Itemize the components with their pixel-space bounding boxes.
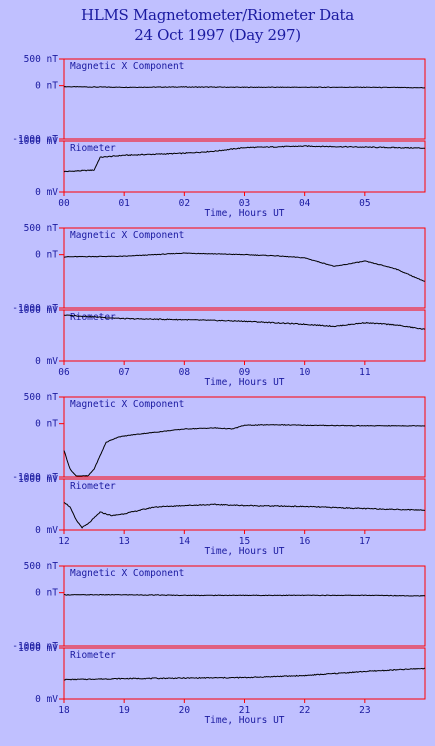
data-trace [63, 314, 426, 330]
panel-label: Riometer [70, 143, 116, 154]
x-tick-label: 07 [118, 367, 129, 378]
y-tick-label: 0 nT [35, 588, 58, 599]
y-tick-label: 0 mV [35, 694, 58, 705]
x-tick-label: 13 [118, 536, 129, 547]
x-axis-label: Time, Hours UT [204, 377, 284, 388]
y-tick-label: 0 nT [35, 81, 58, 92]
x-tick-label: 23 [359, 705, 370, 716]
x-tick-label: 11 [359, 367, 371, 378]
data-trace [63, 501, 425, 529]
y-tick-label: 500 nT [24, 54, 59, 65]
y-tick-label: 1000 mV [18, 474, 58, 485]
y-tick-label: -1000 nT [12, 641, 58, 652]
data-trace [63, 424, 426, 477]
x-tick-label: 10 [299, 367, 311, 378]
y-tick-label: -1000 nT [12, 303, 58, 314]
panel-frame [63, 58, 426, 140]
y-tick-label: 0 mV [35, 187, 58, 198]
x-tick-label: 00 [58, 198, 70, 209]
panel-label: Magnetic X Component [70, 568, 184, 579]
panel-frame [63, 227, 426, 309]
data-trace [63, 145, 425, 173]
y-tick-label: 0 mV [35, 525, 58, 536]
y-tick-label: 1000 mV [18, 136, 58, 147]
y-tick-label: 0 mV [35, 356, 58, 367]
x-tick-label: 04 [299, 198, 311, 209]
y-tick-label: 500 nT [24, 223, 59, 234]
data-trace [64, 252, 426, 282]
x-tick-label: 20 [179, 705, 191, 716]
panel-label: Magnetic X Component [70, 230, 184, 241]
x-tick-label: 14 [179, 536, 191, 547]
data-trace [64, 667, 426, 681]
panel-label: Riometer [70, 650, 116, 661]
y-tick-label: 1000 mV [18, 643, 58, 654]
panel-frame [63, 396, 426, 478]
x-axis-label: Time, Hours UT [204, 546, 284, 557]
x-tick-label: 19 [118, 705, 130, 716]
x-tick-label: 03 [239, 198, 250, 209]
x-tick-label: 16 [299, 536, 311, 547]
x-tick-label: 17 [359, 536, 370, 547]
x-tick-label: 21 [239, 705, 251, 716]
x-tick-label: 09 [239, 367, 251, 378]
y-tick-label: -1000 nT [12, 472, 58, 483]
y-tick-label: 0 nT [35, 250, 58, 261]
x-tick-label: 18 [58, 705, 70, 716]
chart-subtitle: 24 Oct 1997 (Day 297) [134, 26, 301, 44]
panel-label: Magnetic X Component [70, 61, 184, 72]
x-tick-label: 15 [239, 536, 250, 547]
panel-frame [63, 478, 426, 531]
chart-title: HLMS Magnetometer/Riometer Data [81, 6, 354, 24]
x-tick-label: 08 [179, 367, 191, 378]
x-axis-label: Time, Hours UT [204, 208, 284, 219]
data-trace [63, 85, 425, 89]
panel-label: Riometer [70, 312, 116, 323]
panel-label: Riometer [70, 481, 116, 492]
x-tick-label: 02 [179, 198, 190, 209]
panel-frame [63, 140, 426, 193]
x-tick-label: 22 [299, 705, 310, 716]
y-tick-label: -1000 nT [12, 134, 58, 145]
y-tick-label: 1000 mV [18, 305, 58, 316]
x-tick-label: 01 [118, 198, 130, 209]
panel-frame [63, 565, 426, 647]
panel-frame [63, 647, 426, 700]
y-tick-label: 500 nT [24, 561, 59, 572]
data-trace [63, 593, 426, 597]
panel-label: Magnetic X Component [70, 399, 184, 410]
y-tick-label: 0 nT [35, 419, 58, 430]
y-tick-label: 500 nT [24, 392, 59, 403]
x-axis-label: Time, Hours UT [204, 715, 284, 726]
x-tick-label: 12 [58, 536, 69, 547]
x-tick-label: 05 [359, 198, 370, 209]
x-tick-label: 06 [58, 367, 70, 378]
